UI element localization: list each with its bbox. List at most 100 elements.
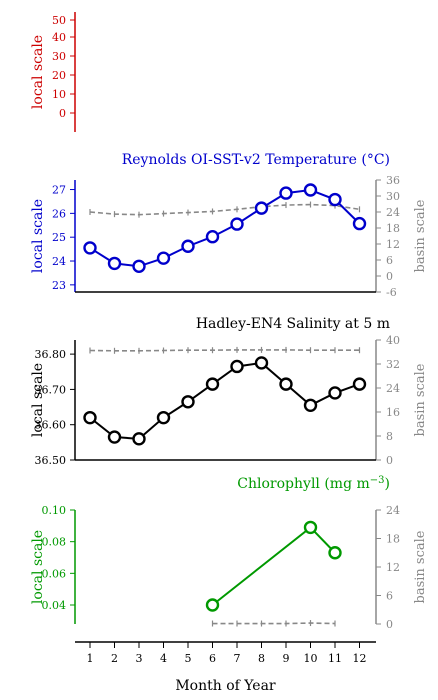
local-point bbox=[107, 256, 122, 271]
y-axis-label-right: basin scale bbox=[413, 363, 428, 436]
y-ticks: 23 24 25 26 27 bbox=[52, 184, 75, 292]
local-point bbox=[83, 241, 97, 255]
y-tick-label-right: 30 bbox=[386, 190, 400, 203]
local-line bbox=[211, 526, 336, 606]
y-tick-label: 26 bbox=[52, 207, 66, 220]
y-tick-label-right: 40 bbox=[386, 334, 400, 347]
panel-temperature: Reynolds OI-SST-v2 Temperature (°C) 23 24… bbox=[30, 152, 428, 299]
y-tick-label: 24 bbox=[52, 255, 66, 268]
local-point bbox=[205, 377, 220, 391]
y-tick-label: 20 bbox=[52, 69, 66, 82]
x-tick-label: 8 bbox=[258, 652, 265, 665]
y-tick-label-right: 6 bbox=[386, 590, 393, 603]
y-tick-label-right: 24 bbox=[386, 382, 400, 395]
y-ticks: 0 10 20 30 40 50 bbox=[52, 14, 75, 120]
local-series bbox=[83, 183, 367, 273]
local-point bbox=[303, 183, 318, 197]
local-point bbox=[205, 598, 220, 612]
basin-series bbox=[89, 201, 361, 218]
panel-title: Reynolds OI-SST-v2 Temperature (°C) bbox=[122, 152, 390, 168]
y-tick-label-right: 24 bbox=[386, 206, 400, 219]
panel-title: Chlorophyll (mg m−3) bbox=[237, 475, 390, 493]
y-tick-label-right: 12 bbox=[386, 238, 400, 251]
local-point bbox=[254, 201, 269, 215]
y-tick-label: 27 bbox=[52, 184, 66, 197]
x-tick-label: 6 bbox=[209, 652, 216, 665]
y-tick-label: 36.60 bbox=[35, 419, 67, 432]
x-tick-label: 2 bbox=[111, 652, 118, 665]
y-axis-label: local scale bbox=[30, 530, 46, 604]
x-tick-label: 10 bbox=[304, 652, 318, 665]
local-point bbox=[83, 410, 97, 425]
local-point bbox=[205, 230, 220, 244]
y-tick-label: 10 bbox=[52, 88, 66, 101]
y-ticks-right: 0 6 12 18 24 bbox=[376, 504, 400, 631]
local-point bbox=[230, 359, 244, 374]
title-main: Chlorophyll (mg m bbox=[237, 476, 369, 492]
x-ticks: 1 2 3 4 5 6 7 8 9 10 11 12 bbox=[87, 642, 367, 665]
y-tick-label-right: 8 bbox=[386, 430, 393, 443]
y-tick-label-right: 0 bbox=[386, 270, 393, 283]
x-axis-label: Month of Year bbox=[175, 678, 276, 694]
local-point bbox=[132, 259, 146, 273]
x-tick-label: 12 bbox=[353, 652, 367, 665]
x-tick-label: 5 bbox=[185, 652, 192, 665]
y-axis-label-right: basin scale bbox=[413, 530, 428, 603]
panel-local-scale-empty: 0 10 20 30 40 50 local scale bbox=[30, 12, 76, 132]
x-tick-label: 3 bbox=[136, 652, 143, 665]
local-point bbox=[107, 430, 122, 444]
y-tick-label: 36.50 bbox=[35, 454, 67, 467]
y-tick-label-right: 32 bbox=[386, 358, 400, 371]
y-tick-label: 0 bbox=[59, 107, 66, 120]
x-tick-label: 11 bbox=[328, 652, 342, 665]
x-tick-label: 1 bbox=[87, 652, 94, 665]
y-axis-label: local scale bbox=[30, 35, 46, 109]
y-tick-label: 0.04 bbox=[42, 599, 67, 612]
y-tick-label: 25 bbox=[52, 231, 66, 244]
y-tick-label-right: 0 bbox=[386, 618, 393, 631]
local-point bbox=[279, 186, 293, 200]
x-tick-label: 7 bbox=[234, 652, 241, 665]
basin-series bbox=[211, 620, 336, 627]
y-ticks-right: 0 8 16 24 32 40 bbox=[376, 334, 400, 467]
y-tick-label-right: 24 bbox=[386, 504, 400, 517]
local-point bbox=[328, 546, 342, 560]
y-tick-label-right: 6 bbox=[386, 254, 393, 267]
local-series bbox=[83, 356, 367, 446]
y-tick-label-right: 18 bbox=[386, 533, 400, 546]
local-point bbox=[328, 386, 342, 400]
local-point bbox=[156, 251, 171, 265]
y-tick-label: 0.10 bbox=[42, 504, 67, 517]
y-tick-label-right: 36 bbox=[386, 174, 400, 187]
basin-series bbox=[89, 346, 361, 354]
y-ticks: 0.04 0.06 0.08 0.10 bbox=[42, 504, 75, 612]
local-point bbox=[303, 520, 318, 535]
x-tick-label: 4 bbox=[160, 652, 167, 665]
y-tick-label-right: 12 bbox=[386, 561, 400, 574]
local-point bbox=[328, 192, 342, 207]
y-axis-label-right: basin scale bbox=[413, 199, 428, 272]
x-tick-label: 9 bbox=[283, 652, 290, 665]
panel-salinity: Hadley-EN4 Salinity at 5 m 36.50 36.60 36.… bbox=[30, 316, 428, 467]
local-point bbox=[132, 432, 146, 446]
local-line bbox=[89, 361, 360, 440]
panel-chlorophyll: Chlorophyll (mg m−3) 0.04 0.06 0.08 0.10 0 6… bbox=[30, 475, 428, 695]
title-superscript: −3 bbox=[370, 475, 385, 486]
y-axis-label: local scale bbox=[30, 363, 46, 437]
y-ticks-right: -6 0 6 12 18 24 30 36 bbox=[376, 174, 400, 299]
y-tick-label: 23 bbox=[52, 279, 66, 292]
panel-title: Hadley-EN4 Salinity at 5 m bbox=[196, 316, 390, 332]
basin-line bbox=[89, 203, 360, 216]
y-tick-label-right: 18 bbox=[386, 222, 400, 235]
local-line bbox=[89, 188, 361, 268]
y-tick-label: 36.70 bbox=[35, 383, 67, 396]
local-point bbox=[352, 377, 367, 391]
y-tick-label: 0.06 bbox=[42, 567, 67, 580]
local-series bbox=[205, 520, 342, 612]
basin-line bbox=[89, 349, 360, 352]
y-tick-label: 0.08 bbox=[42, 536, 67, 549]
local-point bbox=[181, 239, 195, 253]
y-tick-label: 40 bbox=[52, 31, 66, 44]
local-point bbox=[352, 216, 367, 231]
